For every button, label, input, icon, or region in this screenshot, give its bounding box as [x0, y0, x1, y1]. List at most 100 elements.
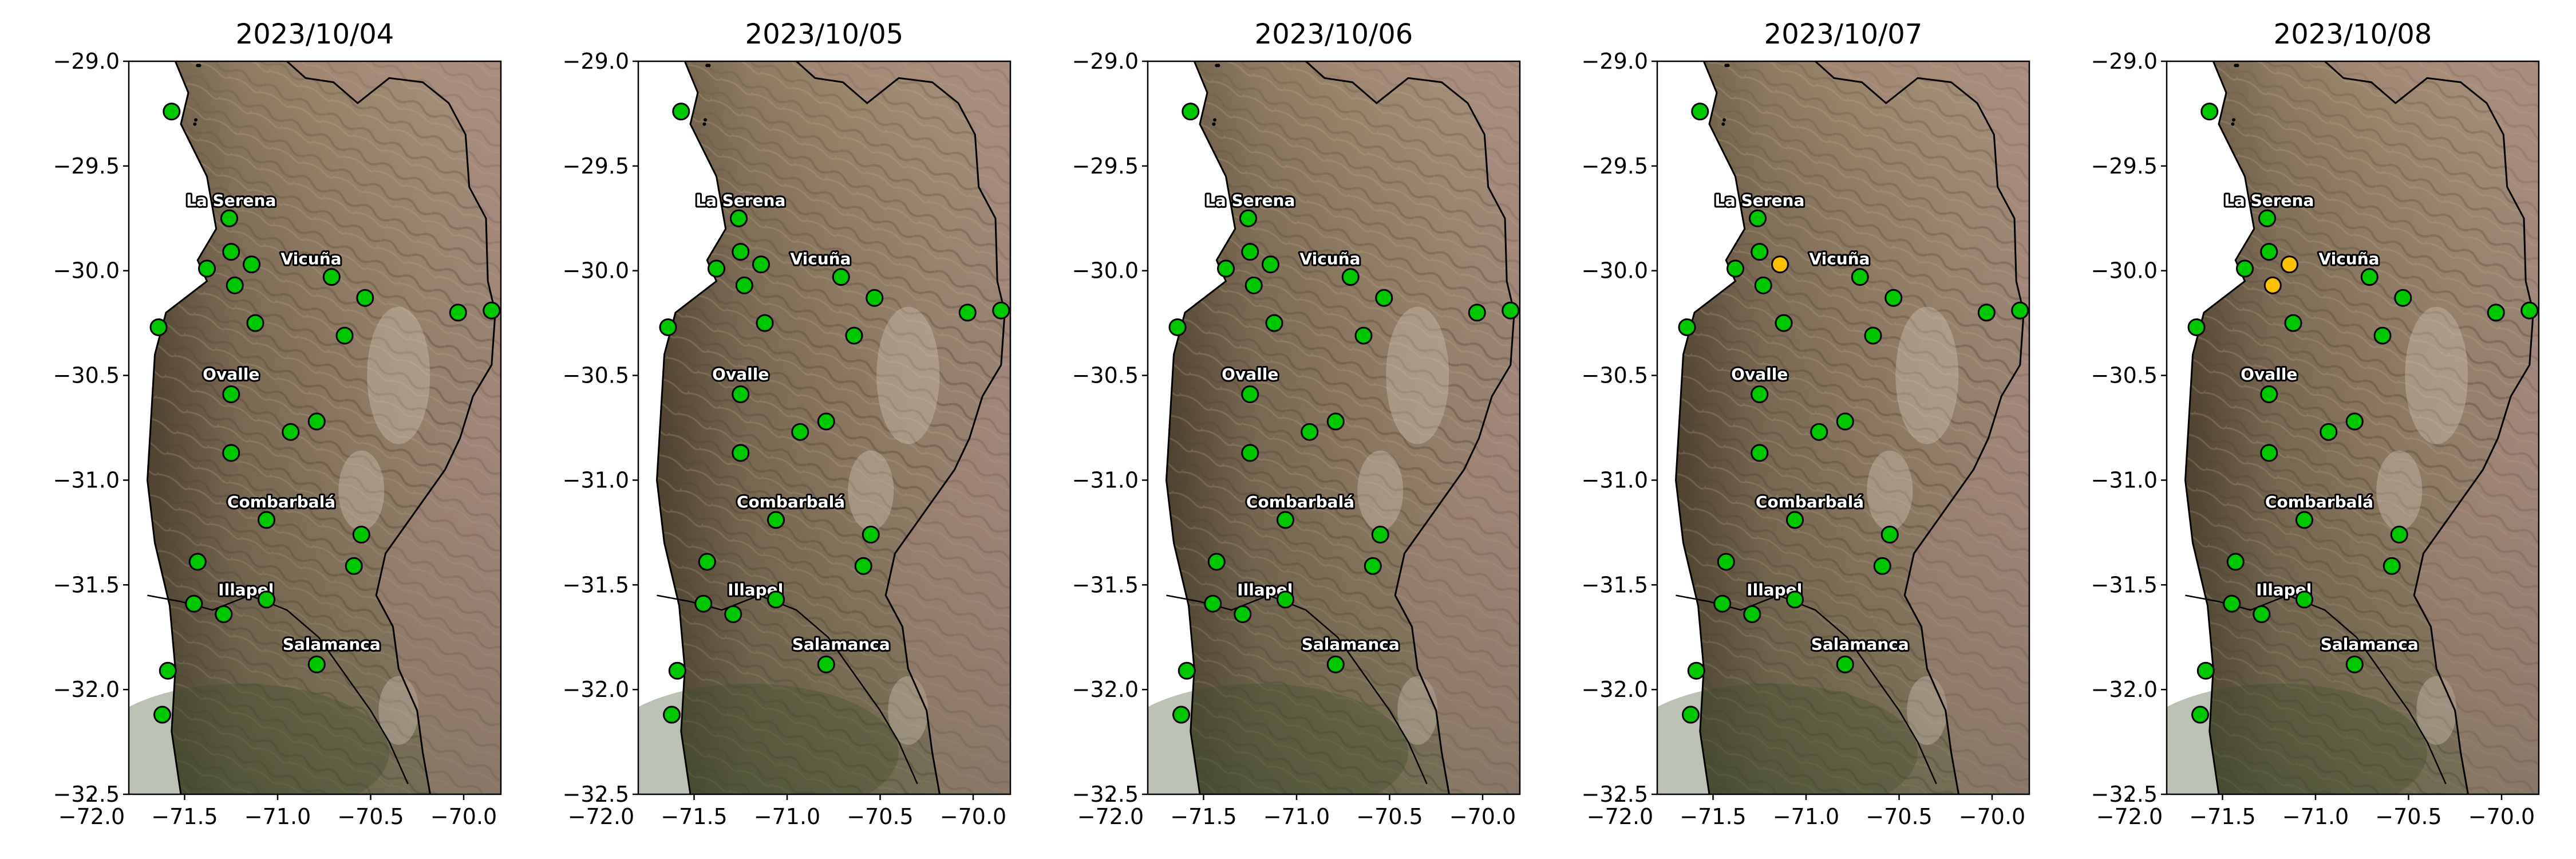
city-label: Vicuña — [790, 250, 851, 269]
x-tick-label: −71.0 — [244, 804, 311, 829]
station-marker — [1836, 655, 1854, 673]
station-marker — [2226, 553, 2245, 571]
station-marker — [1244, 276, 1263, 294]
y-tick-label: −31.5 — [563, 572, 629, 597]
station-marker — [1241, 385, 1259, 403]
high-terrain — [1907, 676, 1947, 745]
satellite-image — [1657, 61, 2029, 794]
station-marker — [659, 318, 677, 336]
city-label: La Serena — [696, 191, 785, 210]
y-tick-label: −31.0 — [1582, 467, 1648, 492]
station-marker — [1754, 276, 1772, 294]
station-marker — [282, 423, 300, 441]
city-label: Ovalle — [203, 365, 259, 384]
city-label: La Serena — [1205, 191, 1295, 210]
station-marker — [672, 103, 690, 121]
city-label: Salamanca — [2321, 635, 2419, 654]
high-terrain — [1357, 450, 1404, 531]
satellite-image — [638, 61, 1010, 794]
station-marker — [1836, 412, 1854, 431]
y-tick-label: −29.5 — [2091, 153, 2158, 179]
station-marker — [2191, 706, 2209, 724]
y-tick-label: −29.5 — [563, 153, 629, 179]
station-marker — [2236, 259, 2254, 278]
station-marker — [817, 412, 835, 431]
high-terrain — [1386, 306, 1449, 444]
station-marker — [791, 423, 809, 441]
station-marker — [1864, 326, 1882, 345]
station-marker-alert — [2281, 255, 2298, 274]
station-marker — [2196, 661, 2215, 680]
y-tick-label: −31.0 — [563, 467, 629, 492]
x-tick-label: −70.0 — [430, 804, 497, 829]
station-marker — [1217, 259, 1235, 278]
station-marker — [1204, 594, 1222, 613]
station-marker — [2258, 209, 2276, 227]
y-tick-label: −32.5 — [1582, 782, 1648, 807]
station-marker — [854, 557, 872, 575]
station-marker — [1172, 706, 1190, 724]
y-tick-label: −30.5 — [2091, 363, 2158, 388]
panel-title: 2023/10/08 — [2274, 18, 2432, 50]
station-marker — [226, 276, 244, 294]
station-marker — [1751, 243, 1769, 261]
station-marker — [730, 209, 748, 227]
panel-title: 2023/10/05 — [745, 18, 904, 50]
high-terrain — [1397, 676, 1438, 745]
island — [702, 122, 706, 126]
city-label: Ovalle — [1731, 365, 1788, 384]
island — [2231, 122, 2235, 126]
satellite-image — [1148, 61, 1520, 794]
station-marker — [958, 304, 977, 322]
station-marker — [732, 243, 750, 261]
city-label: Ovalle — [1222, 365, 1278, 384]
panel-title: 2023/10/07 — [1764, 18, 1923, 50]
y-tick-label: −32.5 — [1072, 782, 1139, 807]
x-tick-label: −71.0 — [2282, 804, 2349, 829]
y-tick-label: −32.0 — [1072, 677, 1139, 702]
x-tick-label: −72.0 — [58, 804, 125, 829]
station-marker — [845, 326, 863, 345]
station-marker — [1262, 255, 1279, 274]
city-label: La Serena — [186, 191, 276, 210]
y-tick-label: −32.0 — [1582, 677, 1648, 702]
station-marker — [1713, 594, 1732, 613]
city-label: Vicuña — [280, 250, 341, 269]
station-marker — [2260, 385, 2278, 403]
station-marker — [1678, 318, 1696, 336]
station-marker — [1241, 444, 1259, 462]
station-marker — [2284, 314, 2302, 332]
station-marker — [2345, 655, 2364, 673]
y-tick-label: −29.5 — [1072, 153, 1139, 179]
station-marker — [2390, 526, 2408, 544]
station-marker — [307, 655, 326, 673]
x-tick-label: −70.0 — [940, 804, 1006, 829]
axes-frame — [1147, 60, 1521, 795]
x-tick-label: −72.0 — [2096, 804, 2163, 829]
station-marker — [1880, 526, 1899, 544]
station-marker — [2200, 103, 2219, 121]
station-marker — [1354, 326, 1373, 345]
map-panel: La SerenaVicuñaOvalleCombarbaláIllapelSa… — [53, 18, 502, 829]
station-marker — [307, 412, 326, 431]
station-marker — [222, 385, 240, 403]
station-marker — [1726, 259, 1744, 278]
high-terrain — [367, 306, 430, 444]
city-label: Combarbalá — [1756, 492, 1864, 511]
station-marker — [862, 526, 880, 544]
y-tick-label: −30.0 — [53, 258, 120, 283]
y-tick-label: −30.0 — [2091, 258, 2158, 283]
y-tick-label: −32.0 — [53, 677, 120, 702]
y-tick-label: −30.0 — [1582, 258, 1648, 283]
city-label: Salamanca — [283, 635, 381, 654]
station-marker — [198, 259, 216, 278]
station-marker — [1873, 557, 1891, 575]
station-marker — [2296, 511, 2313, 529]
station-marker — [188, 553, 207, 571]
station-marker — [246, 314, 264, 332]
station-marker — [1265, 314, 1283, 332]
city-label: Combarbalá — [2265, 492, 2373, 511]
station-marker — [694, 594, 713, 613]
station-marker — [1687, 661, 1705, 680]
city-label: Salamanca — [792, 635, 890, 654]
